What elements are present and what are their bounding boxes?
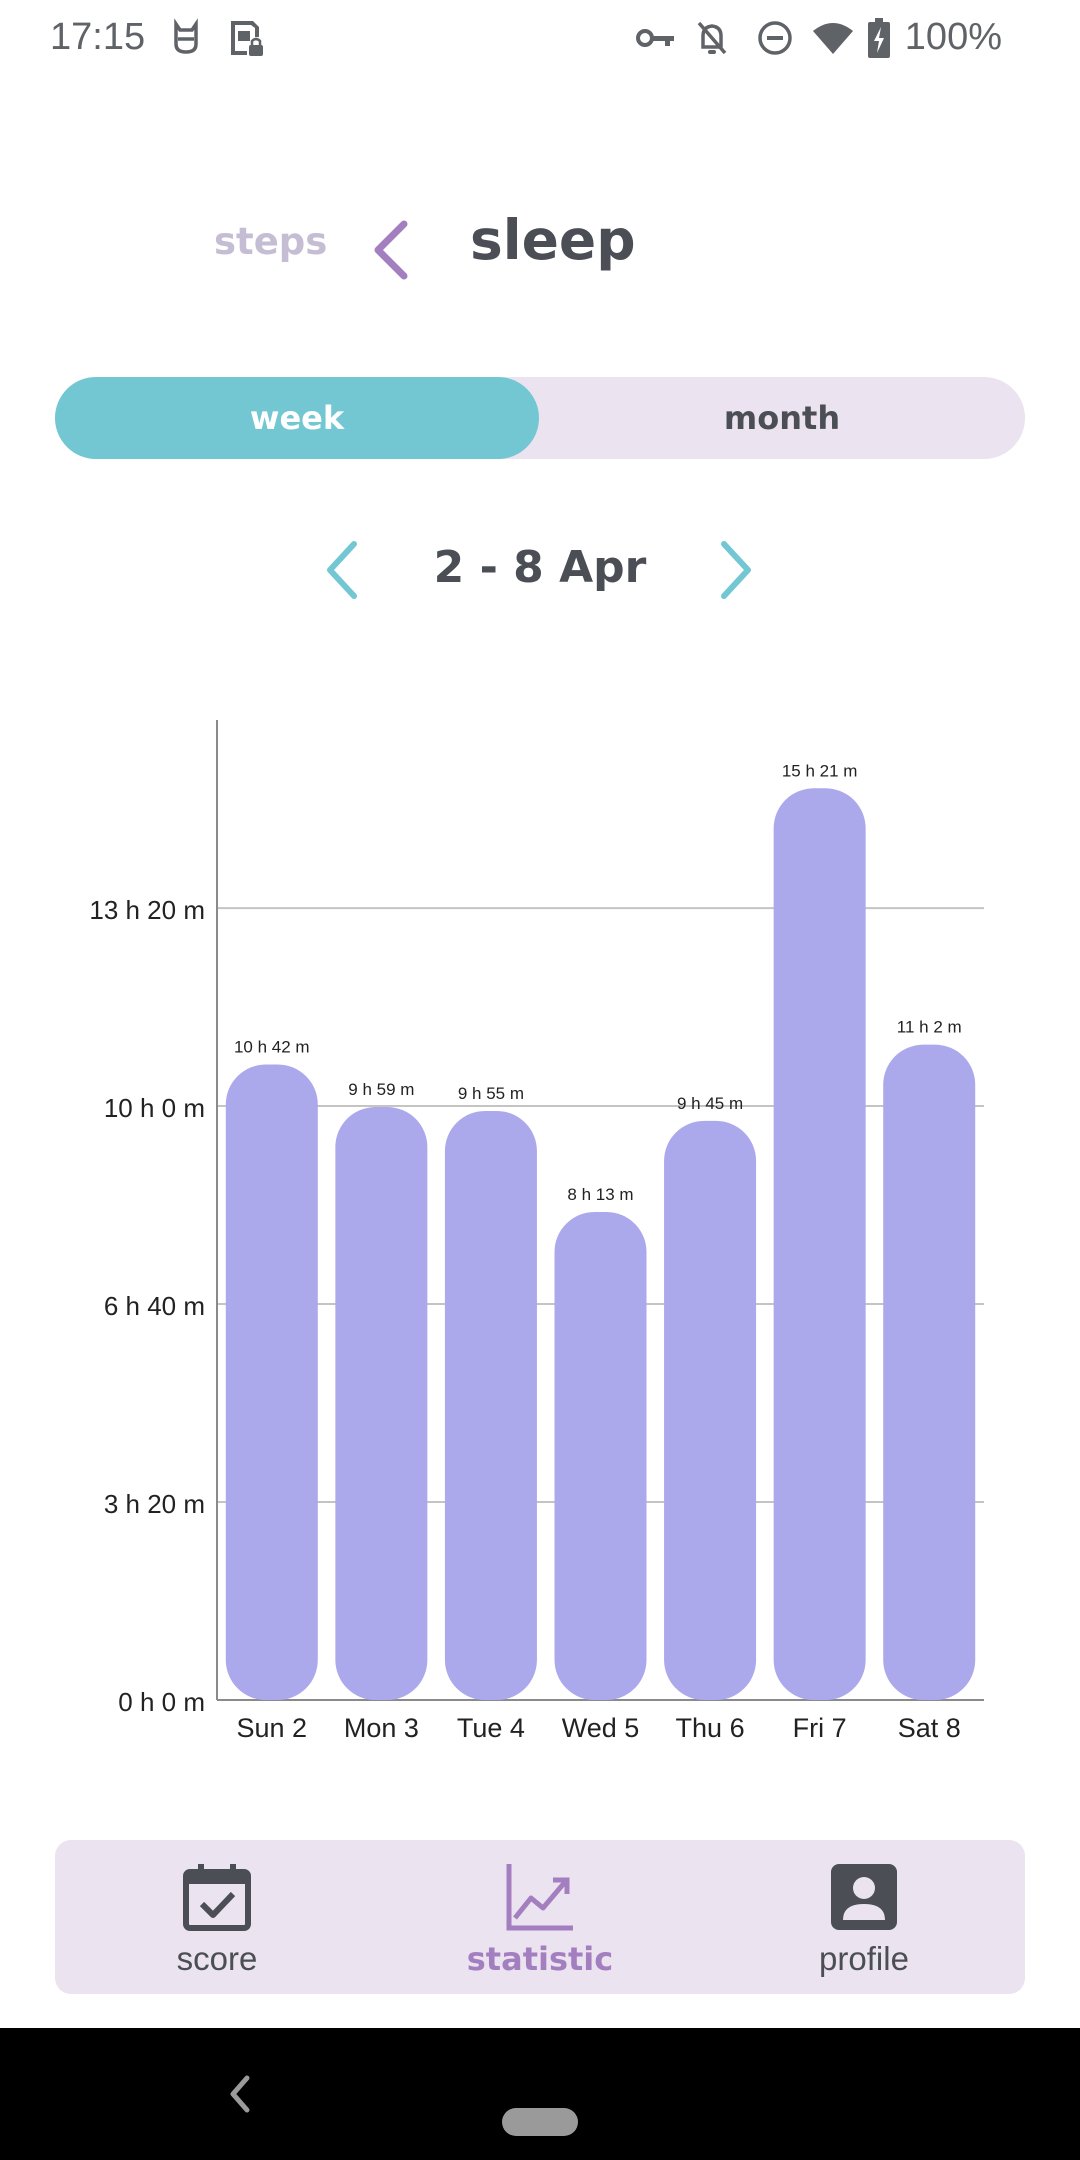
- x-tick-label: Thu 6: [676, 1713, 745, 1743]
- x-tick-label: Sat 8: [898, 1713, 961, 1743]
- wifi-icon: [810, 16, 856, 60]
- bar-data-label: 8 h 13 m: [567, 1185, 633, 1204]
- nav-label-profile: profile: [819, 1940, 909, 1977]
- status-time: 17:15: [50, 16, 146, 58]
- date-range-nav: 2 - 8 Apr: [0, 530, 1080, 610]
- date-range-label: 2 - 8 Apr: [433, 542, 647, 593]
- x-tick-label: Tue 4: [457, 1713, 525, 1743]
- chevron-left-icon[interactable]: [368, 218, 418, 282]
- y-tick-label: 13 h 20 m: [89, 895, 205, 925]
- account-box-icon: [829, 1862, 899, 1932]
- nav-item-profile[interactable]: profile: [739, 1840, 989, 1994]
- bottom-nav: score statistic profile: [55, 1840, 1025, 1994]
- bar-data-label: 9 h 59 m: [348, 1080, 414, 1099]
- x-tick-label: Fri 7: [793, 1713, 847, 1743]
- bar-data-label: 15 h 21 m: [782, 761, 858, 780]
- status-bar: 17:15 100%: [0, 0, 1080, 78]
- chart-bar: [444, 1111, 537, 1700]
- x-tick-label: Mon 3: [344, 1713, 419, 1743]
- header: steps sleep: [0, 190, 1080, 300]
- system-home-pill[interactable]: [502, 2108, 578, 2136]
- cat-face-icon: [168, 16, 204, 60]
- y-tick-label: 10 h 0 m: [104, 1093, 205, 1123]
- x-tick-label: Sun 2: [237, 1713, 308, 1743]
- sim-lock-icon: [226, 16, 268, 60]
- notifications-off-icon: [694, 16, 730, 60]
- calendar-check-icon: [182, 1862, 252, 1932]
- tab-month[interactable]: month: [723, 399, 841, 437]
- chart-bar: [554, 1211, 647, 1700]
- page-title: sleep: [470, 208, 636, 272]
- x-tick-label: Wed 5: [562, 1713, 640, 1743]
- y-tick-label: 6 h 40 m: [104, 1291, 205, 1321]
- nav-item-score[interactable]: score: [92, 1840, 342, 1994]
- nav-item-statistic[interactable]: statistic: [415, 1840, 665, 1994]
- system-back-icon[interactable]: [225, 2072, 255, 2116]
- y-tick-label: 3 h 20 m: [104, 1489, 205, 1519]
- next-week-icon[interactable]: [710, 540, 760, 600]
- chart-bar: [335, 1107, 428, 1700]
- y-tick-label: 0 h 0 m: [118, 1687, 205, 1717]
- header-prev-tab[interactable]: steps: [214, 220, 328, 263]
- chart-bar: [225, 1064, 318, 1700]
- vpn-key-icon: [636, 16, 676, 60]
- trend-chart-icon: [505, 1862, 575, 1932]
- chart-bar: [883, 1044, 976, 1700]
- chart-bar: [664, 1120, 757, 1700]
- previous-week-icon[interactable]: [320, 540, 370, 600]
- bar-data-label: 9 h 45 m: [677, 1094, 743, 1113]
- period-toggle: week month: [55, 377, 1025, 459]
- tab-week[interactable]: week: [55, 377, 539, 459]
- system-nav-bar: [0, 2028, 1080, 2160]
- nav-label-statistic: statistic: [466, 1940, 614, 1978]
- bar-data-label: 9 h 55 m: [458, 1084, 524, 1103]
- nav-label-score: score: [176, 1940, 258, 1977]
- sleep-bar-chart: 0 h 0 m 3 h 20 m 6 h 40 m 10 h 0 m 13 h 20 m…: [0, 700, 1080, 1750]
- battery-charging-icon: [866, 16, 892, 60]
- bar-data-label: 11 h 2 m: [897, 1018, 962, 1037]
- chart-bar: [773, 788, 866, 1700]
- bar-data-label: 10 h 42 m: [234, 1037, 310, 1056]
- do-not-disturb-icon: [756, 16, 794, 60]
- chart-canvas: 0 h 0 m 3 h 20 m 6 h 40 m 10 h 0 m 13 h 20 m…: [89, 720, 984, 1743]
- battery-percent: 100%: [904, 16, 1002, 58]
